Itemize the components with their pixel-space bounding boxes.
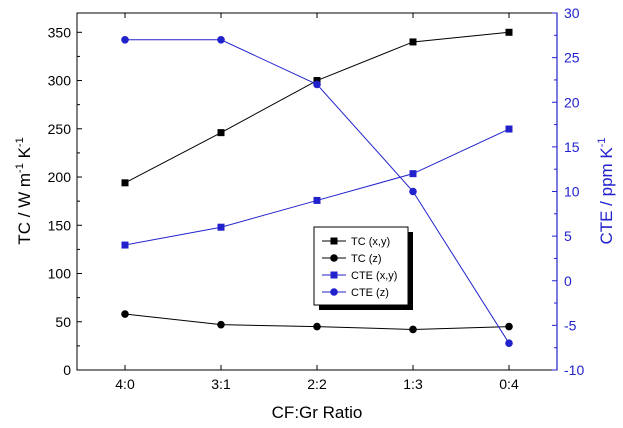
left-tick-label: 100	[48, 266, 72, 282]
legend: TC (x,y) TC (z) CTE (x,y) CTE (z)	[313, 226, 413, 310]
right-axis-ticks: -10 -5 0 5 10 15 20 25 30	[552, 5, 584, 378]
x-tick-label: 1:3	[403, 376, 423, 392]
legend-marker	[330, 237, 338, 245]
data-point	[505, 339, 513, 348]
right-tick-label: -10	[564, 362, 584, 378]
data-point	[313, 80, 321, 89]
data-point	[409, 38, 417, 46]
legend-marker	[330, 254, 338, 262]
series-line	[124, 31, 510, 184]
right-tick-label: 0	[564, 273, 572, 289]
data-point	[313, 196, 321, 204]
left-tick-label: 350	[48, 24, 72, 40]
left-tick-label: 200	[48, 169, 72, 185]
x-axis-title: CF:Gr Ratio	[272, 403, 363, 422]
data-point	[505, 28, 513, 36]
left-axis-ticks: 0 50 100 150 200 250 300 350	[48, 24, 82, 378]
left-tick-label: 150	[48, 217, 72, 233]
x-tick-label: 2:2	[307, 376, 327, 392]
legend-entries: TC (x,y) TC (z) CTE (x,y) CTE (z)	[322, 236, 397, 299]
data-point	[121, 179, 129, 187]
legend-label: TC (x,y)	[351, 236, 390, 248]
right-tick-label: 15	[564, 139, 580, 155]
right-axis-title: CTE / ppm K-1	[596, 137, 616, 244]
legend-marker	[330, 288, 338, 296]
data-point	[409, 170, 417, 178]
left-tick-label: 300	[48, 73, 72, 89]
right-tick-label: 30	[564, 5, 580, 21]
left-tick-label: 50	[55, 314, 71, 330]
legend-label: CTE (z)	[351, 287, 389, 299]
data-point	[409, 325, 417, 334]
data-point	[121, 310, 129, 318]
data-point	[217, 223, 225, 231]
data-point	[409, 187, 417, 196]
legend-label: CTE (x,y)	[351, 270, 397, 282]
right-tick-label: 20	[564, 94, 580, 110]
legend-label: TC (z)	[351, 253, 382, 265]
data-point	[313, 77, 321, 85]
data-point	[217, 320, 225, 329]
data-point	[217, 35, 225, 44]
x-tick-label: 0:4	[499, 376, 519, 392]
right-tick-label: 5	[564, 228, 572, 244]
x-axis-ticks: 4:0 3:1 2:2 1:3 0:4	[115, 13, 519, 392]
x-tick-label: 3:1	[211, 376, 231, 392]
data-point	[505, 322, 513, 331]
right-tick-label: -5	[564, 317, 577, 333]
left-tick-label: 250	[48, 121, 72, 137]
data-point	[217, 129, 225, 137]
series-layer	[121, 28, 513, 348]
x-tick-label: 4:0	[115, 376, 135, 392]
data-point	[313, 322, 321, 331]
data-point	[121, 35, 129, 44]
legend-marker	[330, 271, 338, 279]
data-point	[505, 125, 513, 133]
right-tick-label: 10	[564, 184, 580, 200]
left-axis-title: TC / W m-1 K-1	[14, 137, 34, 244]
right-tick-label: 25	[564, 50, 580, 66]
left-tick-label: 0	[63, 362, 71, 378]
data-point	[121, 241, 129, 249]
